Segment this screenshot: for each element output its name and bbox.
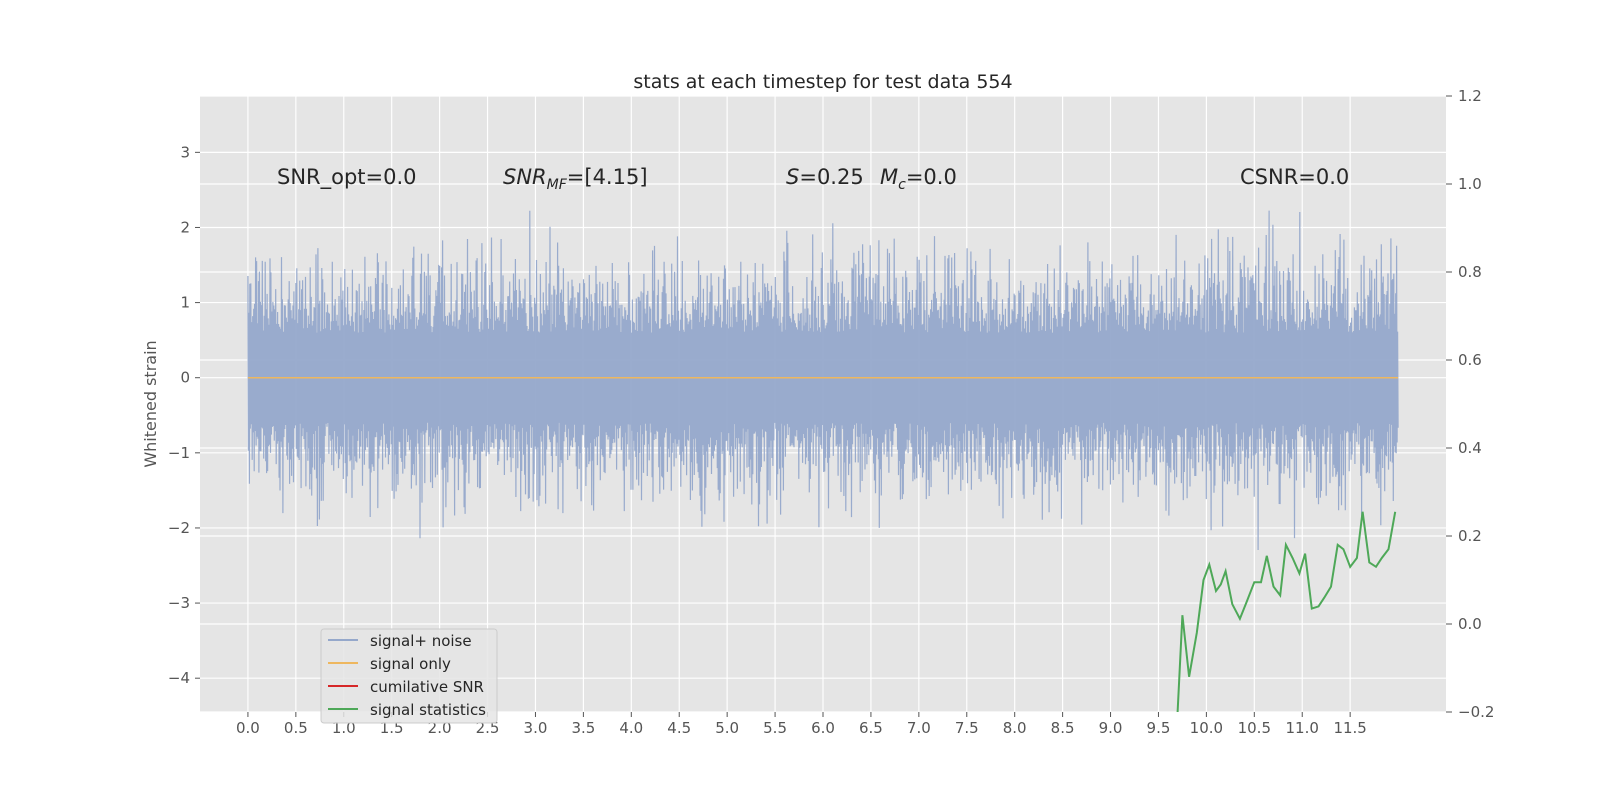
y-tick-label: −1: [168, 444, 190, 462]
annotation-snr-mf-var: SNR: [503, 165, 547, 189]
annotation-mc-value: =0.0: [906, 165, 957, 189]
y2-tick-label: 0.8: [1458, 263, 1482, 281]
y2-tick-label: 0.2: [1458, 527, 1482, 545]
y-tick-label: 2: [180, 218, 190, 236]
y2-tick-label: 0.0: [1458, 615, 1482, 633]
y-tick-label: −3: [168, 594, 190, 612]
y2-tick-label: −0.2: [1458, 703, 1494, 721]
annotation-snr-mf: SNRMF=[4.15]: [503, 165, 648, 193]
x-tick-label: 5.5: [763, 719, 787, 737]
annotation-mc: Mc=0.0: [880, 165, 957, 193]
x-tick-label: 6.5: [859, 719, 883, 737]
x-tick-label: 11.0: [1286, 719, 1319, 737]
x-tick-label: 7.0: [907, 719, 931, 737]
x-tick-label: 4.0: [619, 719, 643, 737]
x-tick-label: 3.0: [524, 719, 548, 737]
legend-label-signal-noise: signal+ noise: [370, 632, 472, 650]
y-tick-label: 3: [180, 143, 190, 161]
x-axis-ticks: 0.0 0.5 1.0 1.5 2.0 2.5 3.0 3.5 4.0 4.5 5.0 5.5 6.0 6…: [236, 712, 1367, 737]
x-tick-label: 10.5: [1238, 719, 1271, 737]
series-signal-statistics: [1176, 511, 1397, 713]
x-tick-label: 3.5: [571, 719, 595, 737]
x-tick-label: 8.0: [1003, 719, 1027, 737]
x-tick-label: 7.5: [955, 719, 979, 737]
legend-label-cumilative-snr: cumilative SNR: [370, 678, 484, 696]
x-tick-label: 8.5: [1051, 719, 1075, 737]
chart-title: stats at each timestep for test data 554: [633, 71, 1012, 93]
x-tick-label: 5.0: [715, 719, 739, 737]
x-tick-label: 0.0: [236, 719, 260, 737]
annotation-mc-var: M: [880, 165, 898, 189]
y-tick-label: −2: [168, 519, 190, 537]
series-signal-noise: [247, 210, 1399, 551]
x-tick-label: 9.0: [1099, 719, 1123, 737]
annotation-s-value: =0.25: [799, 165, 863, 189]
y2-tick-label: 1.0: [1458, 175, 1482, 193]
x-tick-label: 9.5: [1147, 719, 1171, 737]
x-tick-label: 11.5: [1333, 719, 1366, 737]
legend: signal+ noise signal only cumilative SNR…: [320, 628, 498, 724]
y-tick-label: −4: [168, 669, 190, 687]
annotation-s-var: S: [786, 165, 799, 189]
signal-statistics-line: [1176, 511, 1397, 713]
y-tick-label: 1: [180, 294, 190, 312]
y2-tick-label: 0.4: [1458, 439, 1482, 457]
x-tick-label: 4.5: [667, 719, 691, 737]
x-tick-label: 6.0: [811, 719, 835, 737]
x-tick-label: 10.0: [1190, 719, 1223, 737]
y2-tick-label: 1.2: [1458, 87, 1482, 105]
legend-frame: [320, 628, 498, 724]
y2-tick-label: 0.6: [1458, 351, 1482, 369]
y2-axis-ticks: 1.2 1.0 0.8 0.6 0.4 0.2 0.0 −0.2: [1446, 87, 1494, 721]
y-axis-ticks: 3 2 1 0 −1 −2 −3 −4: [168, 143, 200, 687]
annotation-snr-opt: SNR_opt=0.0: [277, 165, 417, 190]
y-axis-label: Whitened strain: [141, 340, 160, 467]
signal-noise-line: [247, 210, 1399, 551]
x-tick-label: 0.5: [284, 719, 308, 737]
annotation-snr-mf-value: =[4.15]: [567, 165, 648, 189]
annotation-snr-mf-sub: MF: [547, 177, 568, 193]
annotation-mc-sub: c: [898, 177, 906, 193]
legend-label-signal-only: signal only: [370, 655, 451, 673]
legend-label-signal-statistics: signal statistics: [370, 701, 486, 719]
annotation-s: S=0.25: [786, 165, 864, 189]
y-tick-label: 0: [180, 369, 190, 387]
annotation-csnr: CSNR=0.0: [1240, 165, 1349, 189]
